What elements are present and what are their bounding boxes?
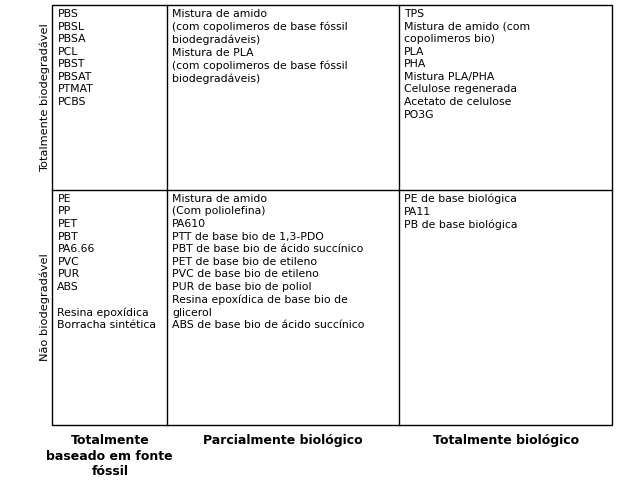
Text: Totalmente
baseado em fonte
fóssil: Totalmente baseado em fonte fóssil xyxy=(46,434,173,478)
Text: PBS
PBSL
PBSA
PCL
PBST
PBSAT
PTMAT
PCBS: PBS PBSL PBSA PCL PBST PBSAT PTMAT PCBS xyxy=(57,9,93,107)
Text: Parcialmente biológico: Parcialmente biológico xyxy=(204,434,363,447)
Text: PE de base biológica
PA11
PB de base biológica: PE de base biológica PA11 PB de base bio… xyxy=(404,194,518,230)
Text: PE
PP
PET
PBT
PA6.66
PVC
PUR
ABS

Resina epoxídica
Borracha sintética: PE PP PET PBT PA6.66 PVC PUR ABS Resina … xyxy=(57,194,156,330)
Text: Totalmente biológico: Totalmente biológico xyxy=(433,434,579,447)
Text: Totalmente biodegradável: Totalmente biodegradável xyxy=(39,23,51,172)
Bar xyxy=(52,5,612,425)
Text: Não biodegradável: Não biodegradável xyxy=(39,254,51,361)
Text: Mistura de amido
(com copolimeros de base fóssil
biodegradáveis)
Mistura de PLA
: Mistura de amido (com copolimeros de bas… xyxy=(172,9,348,85)
Text: Mistura de amido
(Com poliolefina)
PA610
PTT de base bio de 1,3-PDO
PBT de base : Mistura de amido (Com poliolefina) PA610… xyxy=(172,194,365,330)
Text: TPS
Mistura de amido (com
copolimeros bio)
PLA
PHA
Mistura PLA/PHA
Celulose rege: TPS Mistura de amido (com copolimeros bi… xyxy=(404,9,531,120)
